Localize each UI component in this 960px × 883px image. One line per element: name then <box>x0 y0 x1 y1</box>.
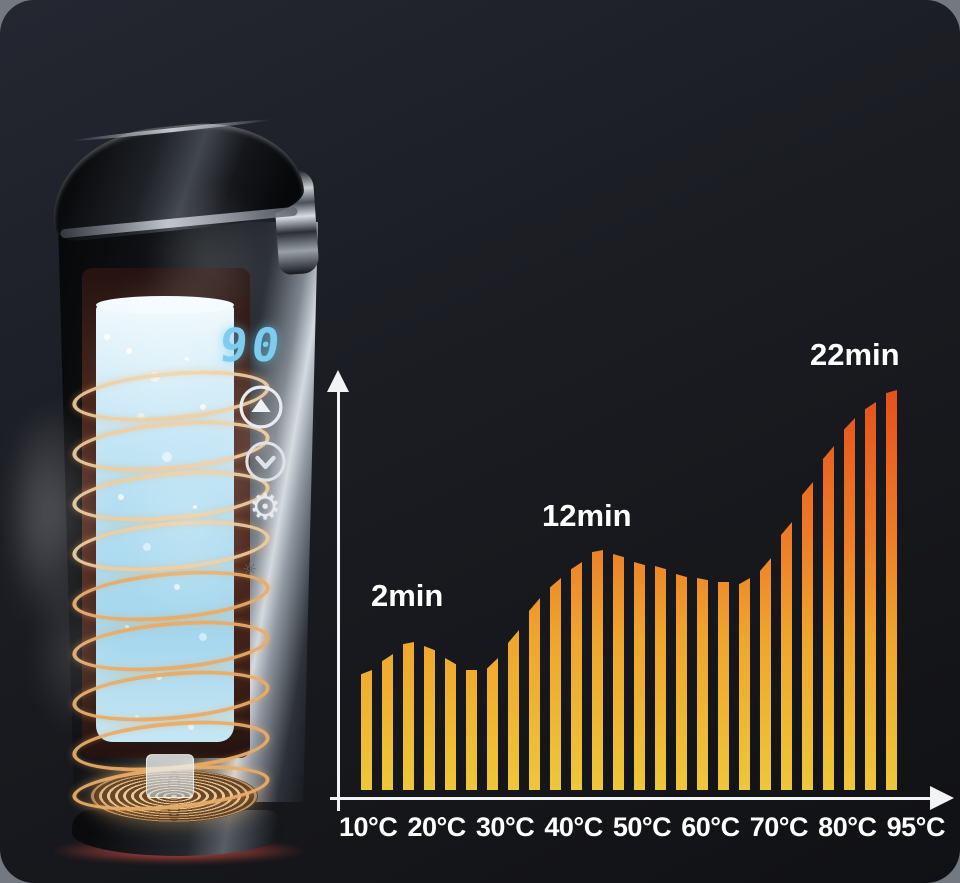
heating-element <box>146 754 194 798</box>
bar-series <box>361 390 897 790</box>
annotation-12min: 12min <box>542 498 632 533</box>
bar <box>718 582 729 790</box>
bar <box>886 390 897 790</box>
bar <box>781 522 792 790</box>
steam-wisp <box>178 302 328 562</box>
x-tick-label: 10°C <box>339 812 398 842</box>
x-tick-label: 60°C <box>681 812 740 842</box>
mug-body <box>58 222 318 802</box>
bar <box>844 418 855 790</box>
steam-wisp <box>128 162 288 362</box>
bar <box>466 670 477 790</box>
chevron-down-icon <box>245 441 286 482</box>
bar <box>487 658 498 790</box>
temp-down-button <box>244 440 287 483</box>
y-axis <box>337 390 340 811</box>
water <box>96 296 234 742</box>
heat-indicator-icon: ☼ <box>242 560 258 580</box>
smart-heated-mug: 90 ⚙ ☼ <box>0 113 328 870</box>
steam-wisp <box>98 382 278 662</box>
annotation-22min: 22min <box>810 337 900 372</box>
x-tick-label: 95°C <box>886 812 946 842</box>
x-tick-label: 70°C <box>749 812 809 842</box>
cutaway-inner-wall <box>82 268 250 758</box>
bar <box>403 642 414 790</box>
steam-wisp <box>0 362 123 662</box>
bar <box>424 646 435 790</box>
x-tick-label: 30°C <box>475 812 535 842</box>
bar <box>592 550 603 790</box>
x-axis-labels: 10°C 20°C 30°C 40°C 50°C 60°C 70°C 80°C 95°C <box>339 812 945 843</box>
x-axis <box>330 797 932 800</box>
x-tick-label: 80°C <box>818 812 877 842</box>
bar <box>760 558 771 790</box>
bar <box>529 598 540 790</box>
bar <box>508 630 519 790</box>
bar <box>445 658 456 790</box>
annotation-2min: 2min <box>371 578 444 613</box>
bar <box>361 670 372 790</box>
steam-wisp <box>18 542 128 762</box>
bar <box>571 562 582 790</box>
x-tick-label: 50°C <box>612 812 672 842</box>
temp-up-button <box>238 384 284 430</box>
bar <box>676 574 687 790</box>
x-tick-label: 20°C <box>407 812 466 842</box>
bar <box>865 402 876 790</box>
bar <box>634 562 645 790</box>
x-axis-arrow-icon <box>930 786 954 810</box>
x-tick-label: 40°C <box>544 812 603 842</box>
gear-icon: ⚙ <box>249 487 282 528</box>
y-axis-arrow-icon <box>327 370 349 392</box>
bar <box>613 554 624 790</box>
bar <box>697 578 708 790</box>
bar <box>382 654 393 790</box>
bar <box>823 446 834 790</box>
bar <box>802 482 813 790</box>
bar <box>739 578 750 790</box>
chevron-up-icon <box>239 385 283 429</box>
steam-wisp <box>68 242 268 482</box>
bar <box>655 566 666 790</box>
temperature-display: 90 <box>216 318 287 372</box>
bar <box>550 578 561 790</box>
